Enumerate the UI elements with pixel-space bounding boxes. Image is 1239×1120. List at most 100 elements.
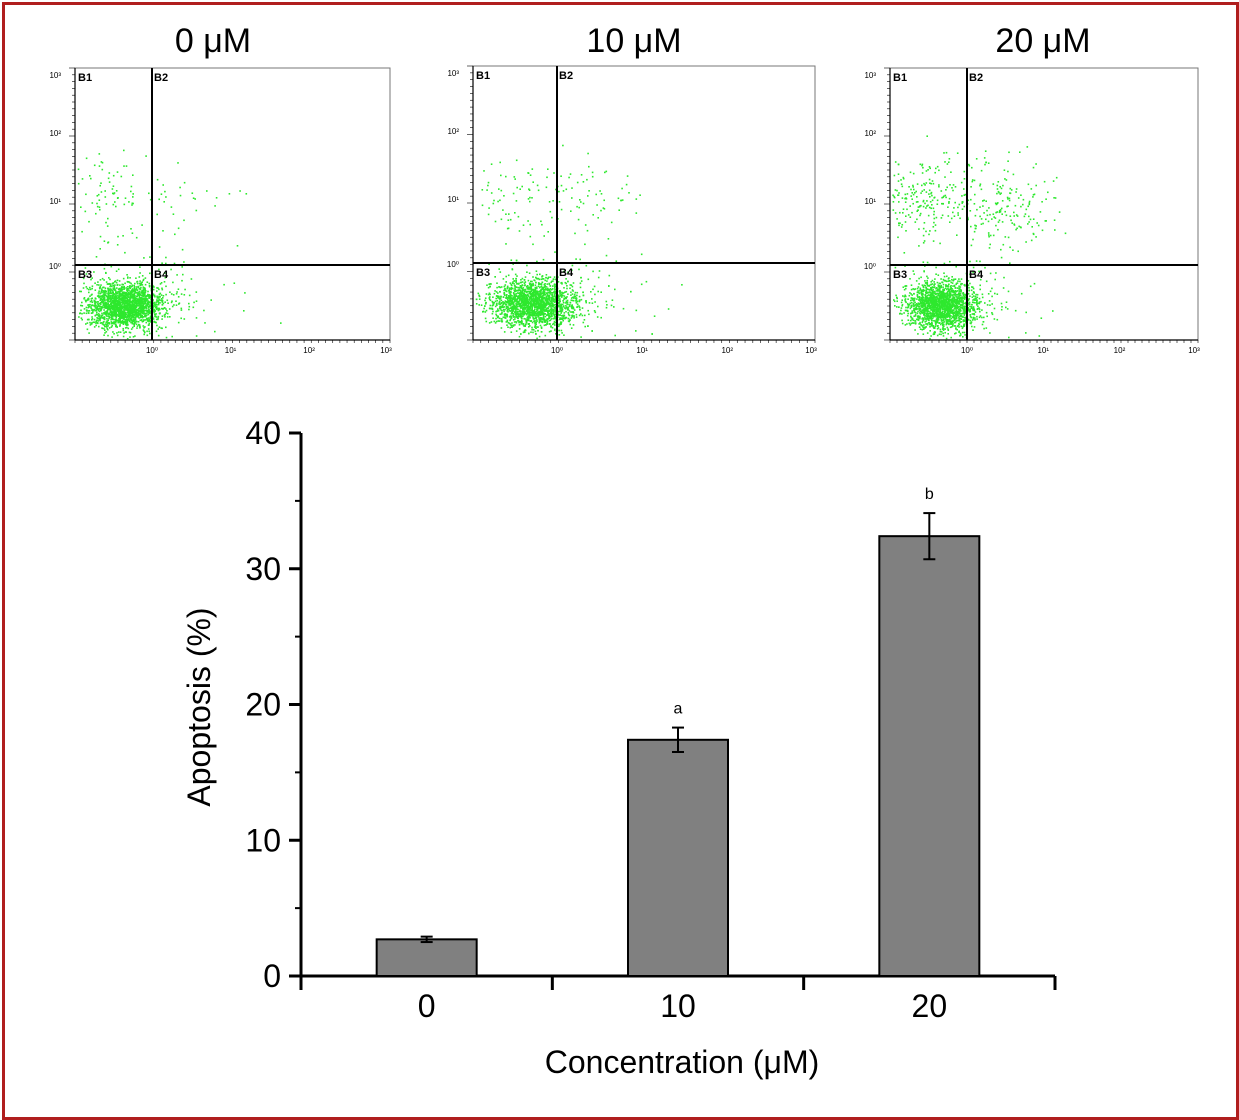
data-point: [531, 292, 533, 295]
data-point: [541, 286, 544, 289]
data-point: [122, 306, 124, 309]
data-point: [525, 323, 527, 326]
data-point: [107, 291, 110, 294]
data-point: [547, 307, 550, 310]
data-point: [144, 315, 147, 318]
data-point: [578, 314, 581, 317]
data-point: [520, 287, 523, 289]
data-point: [96, 305, 98, 308]
data-point: [491, 300, 494, 303]
data-point: [179, 194, 182, 197]
data-point: [155, 307, 158, 309]
data-point: [143, 291, 146, 293]
data-point: [79, 312, 82, 314]
data-point: [547, 277, 549, 280]
data-point: [138, 292, 141, 295]
data-point: [137, 309, 140, 312]
data-point: [584, 243, 586, 246]
data-point: [101, 306, 104, 309]
data-point: [507, 227, 510, 230]
data-point: [541, 321, 544, 324]
data-point: [559, 294, 562, 297]
data-point: [640, 253, 643, 256]
data-point: [155, 308, 158, 311]
data-point: [123, 302, 125, 305]
data-point: [559, 305, 561, 307]
data-point: [107, 315, 110, 317]
data-point: [645, 280, 648, 283]
data-point: [111, 299, 114, 302]
data-point: [112, 298, 115, 300]
data-point: [119, 311, 122, 313]
data-point: [538, 283, 540, 285]
data-point: [515, 159, 518, 162]
data-point: [538, 295, 540, 298]
data-point: [124, 197, 127, 199]
data-point: [514, 299, 517, 302]
data-point: [80, 206, 82, 208]
data-point: [651, 333, 653, 335]
data-point: [91, 318, 94, 320]
data-point: [509, 318, 512, 321]
data-point: [536, 320, 538, 323]
data-point: [528, 301, 530, 304]
data-point: [105, 307, 107, 309]
data-point: [89, 286, 91, 289]
data-point: [591, 302, 594, 304]
data-point: [143, 298, 145, 301]
data-point: [592, 288, 594, 291]
data-point: [97, 309, 100, 311]
data-point: [90, 299, 93, 302]
data-point: [146, 295, 149, 297]
y-tick-label: 10²: [447, 127, 459, 136]
data-point: [136, 305, 139, 307]
data-point: [99, 308, 102, 310]
data-point: [617, 197, 620, 200]
data-point: [483, 170, 485, 172]
data-point: [568, 310, 571, 312]
data-point: [113, 303, 116, 305]
data-point: [531, 321, 534, 324]
data-point: [523, 292, 525, 294]
data-point: [540, 301, 543, 303]
data-point: [131, 306, 133, 308]
data-point: [596, 204, 598, 206]
data-point: [80, 317, 83, 319]
data-point: [542, 307, 544, 309]
data-point: [536, 286, 538, 288]
data-point: [119, 325, 121, 327]
data-point: [148, 285, 151, 288]
data-point: [498, 317, 501, 320]
data-point: [97, 294, 100, 297]
data-point: [574, 297, 577, 300]
data-point: [152, 318, 155, 320]
data-point: [177, 288, 180, 290]
data-point: [529, 316, 531, 319]
data-point: [491, 304, 494, 307]
data-point: [511, 295, 513, 297]
data-point: [92, 311, 94, 314]
data-point: [513, 292, 515, 295]
data-point: [149, 310, 151, 312]
data-point: [129, 301, 132, 304]
data-point: [519, 294, 521, 296]
data-point: [541, 296, 544, 299]
data-point: [539, 295, 542, 298]
data-point: [90, 298, 93, 300]
data-point: [534, 291, 537, 294]
data-point: [121, 305, 124, 308]
data-point: [513, 280, 516, 282]
data-point: [138, 324, 140, 326]
data-point: [98, 310, 101, 313]
data-point: [542, 304, 544, 307]
data-point: [136, 280, 139, 283]
data-point: [166, 299, 169, 302]
data-point: [543, 235, 545, 237]
data-point: [108, 317, 110, 320]
data-point: [105, 292, 107, 294]
data-point: [534, 321, 536, 324]
data-point: [139, 299, 142, 301]
data-point: [570, 210, 572, 212]
data-point: [535, 304, 538, 306]
